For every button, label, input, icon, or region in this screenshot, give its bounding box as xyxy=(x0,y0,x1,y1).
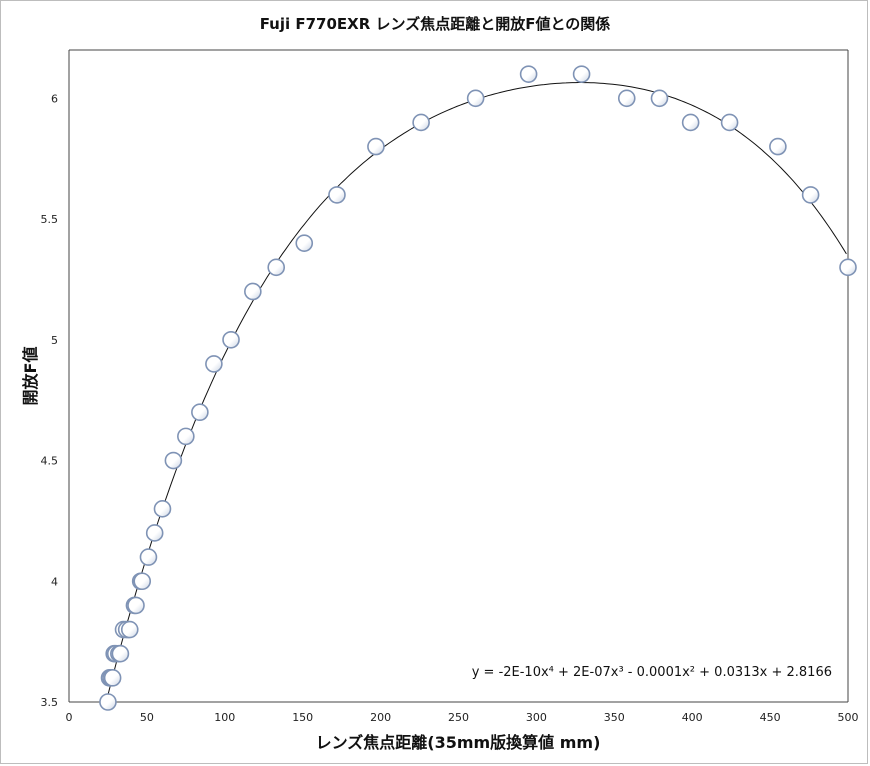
x-tick-label: 50 xyxy=(140,711,154,724)
x-tick-label: 200 xyxy=(370,711,391,724)
trendline xyxy=(107,82,847,695)
data-point xyxy=(720,113,739,132)
data-point xyxy=(367,137,385,156)
data-point xyxy=(153,500,172,518)
x-tick-label: 500 xyxy=(838,711,859,724)
x-axis-title: レンズ焦点距離(35mm版換算値 mm) xyxy=(316,733,601,752)
data-point xyxy=(99,693,117,711)
data-point xyxy=(145,524,164,542)
plot-area xyxy=(68,49,849,703)
data-point xyxy=(139,548,158,566)
data-point xyxy=(177,427,195,446)
data-point xyxy=(164,451,183,470)
data-point xyxy=(572,65,591,83)
data-point xyxy=(650,89,669,108)
data-point xyxy=(267,258,286,277)
data-point xyxy=(205,355,223,373)
data-point xyxy=(222,330,240,349)
data-points xyxy=(99,65,857,711)
data-point xyxy=(133,572,152,591)
data-point xyxy=(103,669,122,687)
y-tick-label: 3.5 xyxy=(41,696,59,709)
data-point xyxy=(127,596,145,615)
y-tick-label: 5 xyxy=(51,334,58,347)
data-point xyxy=(839,258,857,277)
y-tick-label: 4.5 xyxy=(41,455,59,468)
x-tick-label: 0 xyxy=(66,711,73,724)
data-point xyxy=(466,89,485,108)
trendline-equation: y = -2E-10x⁴ + 2E-07x³ - 0.0001x² + 0.03… xyxy=(472,665,832,680)
data-point xyxy=(769,137,787,156)
x-tick-label: 250 xyxy=(448,711,469,724)
data-point xyxy=(244,282,262,301)
data-point xyxy=(681,113,700,132)
x-tick-labels: 0 50 100 150 200 250 300 350 400 450 500 xyxy=(66,711,859,724)
y-tick-label: 5.5 xyxy=(41,213,59,226)
data-point xyxy=(295,234,314,252)
data-point xyxy=(412,113,430,132)
data-point xyxy=(120,620,139,639)
data-point xyxy=(328,186,346,204)
x-tick-label: 450 xyxy=(760,711,781,724)
y-axis-title: 開放F値 xyxy=(21,347,40,406)
y-tick-labels: 3.5 4 4.5 5 5.5 6 xyxy=(41,92,59,709)
x-tick-label: 150 xyxy=(292,711,313,724)
data-point xyxy=(111,644,130,663)
data-point xyxy=(801,186,820,204)
x-tick-label: 100 xyxy=(214,711,235,724)
data-point xyxy=(617,89,636,108)
x-tick-label: 400 xyxy=(682,711,703,724)
data-point xyxy=(191,403,209,422)
x-tick-label: 300 xyxy=(526,711,547,724)
x-tick-label: 350 xyxy=(604,711,625,724)
data-point xyxy=(519,65,538,83)
chart-title: Fuji F770EXR レンズ焦点距離と開放F値との関係 xyxy=(260,15,611,33)
y-tick-label: 6 xyxy=(51,92,58,105)
y-tick-label: 4 xyxy=(51,575,58,588)
